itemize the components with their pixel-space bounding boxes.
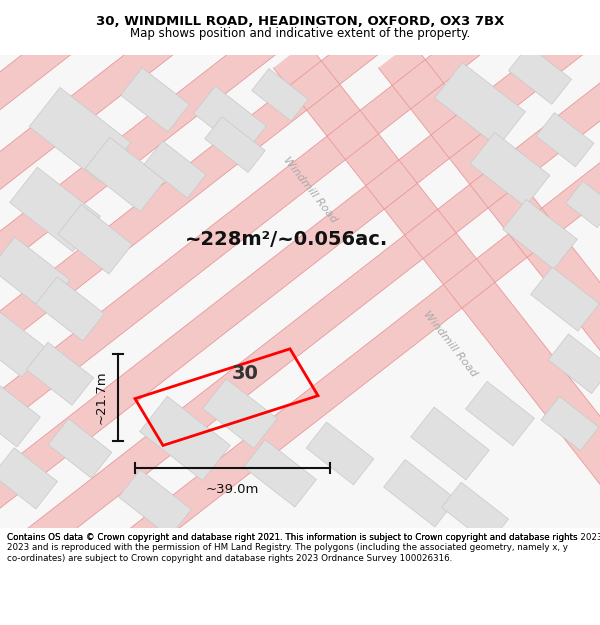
Polygon shape — [503, 199, 577, 269]
Polygon shape — [306, 422, 374, 485]
Text: 30: 30 — [232, 364, 259, 383]
Polygon shape — [470, 132, 550, 207]
Polygon shape — [434, 62, 526, 147]
Polygon shape — [205, 117, 265, 172]
Polygon shape — [48, 419, 112, 478]
Polygon shape — [0, 0, 600, 460]
Polygon shape — [140, 396, 230, 481]
Text: 30, WINDMILL ROAD, HEADINGTON, OXFORD, OX3 7BX: 30, WINDMILL ROAD, HEADINGTON, OXFORD, O… — [96, 16, 504, 28]
Polygon shape — [383, 459, 457, 527]
Polygon shape — [0, 0, 600, 141]
Polygon shape — [379, 42, 600, 541]
Polygon shape — [203, 379, 277, 448]
Polygon shape — [244, 439, 316, 507]
Polygon shape — [466, 381, 535, 446]
Text: ~39.0m: ~39.0m — [206, 483, 259, 496]
Polygon shape — [58, 204, 133, 274]
Polygon shape — [121, 68, 190, 132]
Polygon shape — [0, 0, 600, 540]
Polygon shape — [541, 396, 599, 451]
Polygon shape — [85, 138, 165, 212]
Polygon shape — [0, 237, 70, 311]
Polygon shape — [0, 0, 600, 301]
Polygon shape — [144, 141, 206, 198]
Polygon shape — [508, 46, 572, 104]
Polygon shape — [536, 112, 594, 167]
Text: ~228m²/~0.056ac.: ~228m²/~0.056ac. — [185, 230, 388, 249]
Polygon shape — [29, 88, 131, 182]
Polygon shape — [530, 267, 599, 331]
Polygon shape — [0, 0, 600, 381]
Polygon shape — [0, 51, 600, 619]
Polygon shape — [442, 482, 508, 544]
Polygon shape — [0, 380, 40, 447]
Polygon shape — [194, 86, 266, 153]
Polygon shape — [0, 311, 46, 377]
Text: Map shows position and indicative extent of the property.: Map shows position and indicative extent… — [130, 27, 470, 39]
Text: Windmill Road: Windmill Road — [281, 154, 339, 224]
Text: ~21.7m: ~21.7m — [95, 371, 108, 424]
Polygon shape — [0, 131, 600, 625]
Polygon shape — [119, 469, 191, 537]
Polygon shape — [35, 277, 104, 341]
Text: Windmill Road: Windmill Road — [421, 309, 479, 379]
Polygon shape — [10, 168, 100, 252]
Polygon shape — [26, 342, 94, 405]
Polygon shape — [0, 0, 600, 221]
Polygon shape — [548, 334, 600, 394]
Text: Contains OS data © Crown copyright and database right 2021. This information is : Contains OS data © Crown copyright and d… — [7, 533, 600, 542]
Polygon shape — [0, 448, 58, 509]
Polygon shape — [411, 407, 489, 480]
Polygon shape — [566, 181, 600, 228]
Text: Contains OS data © Crown copyright and database right 2021. This information is : Contains OS data © Crown copyright and d… — [7, 533, 578, 562]
Polygon shape — [251, 69, 308, 121]
Polygon shape — [274, 42, 600, 541]
